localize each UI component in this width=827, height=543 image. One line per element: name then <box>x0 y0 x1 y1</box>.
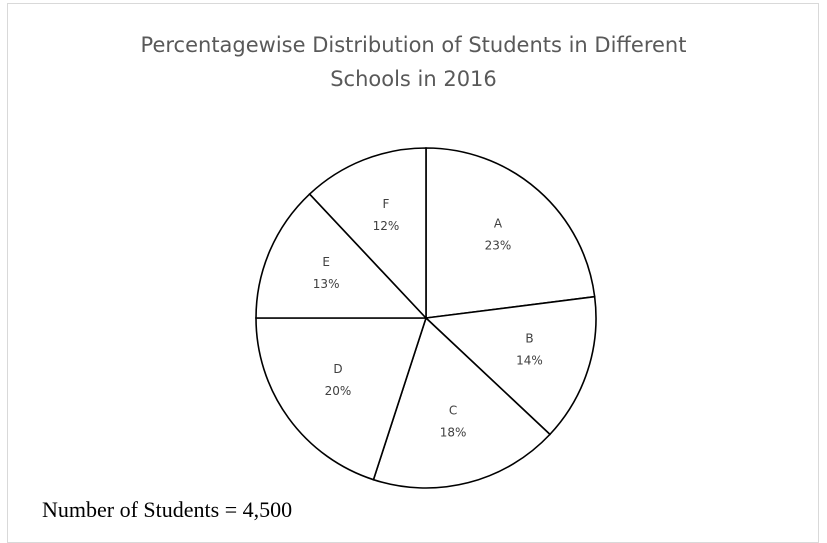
pie-labels: A 23% B 14% C 18% D 20% E 13% F 12% <box>313 197 543 440</box>
slice-value-label: 20% <box>325 384 352 398</box>
slice-category-label: C <box>449 403 457 417</box>
slice-value-label: 14% <box>516 354 543 368</box>
pie-slice-c <box>372 316 552 489</box>
pie-slice-d <box>255 317 428 481</box>
slice-category-label: D <box>333 362 342 376</box>
chart-title-line-1: Percentagewise Distribution of Students … <box>140 33 687 57</box>
slice-category-label: F <box>382 197 389 211</box>
pie-slice-b <box>424 295 597 436</box>
slice-category-label: A <box>494 216 503 230</box>
pie-slices <box>255 147 597 489</box>
slice-value-label: 12% <box>373 219 400 233</box>
pie-slice-a <box>425 147 596 319</box>
slice-value-label: 18% <box>440 425 467 439</box>
footnote-student-count: Number of Students = 4,500 <box>42 497 293 522</box>
slice-category-label: B <box>525 332 533 346</box>
pie-slice-e <box>255 192 428 319</box>
slice-category-label: E <box>322 255 330 269</box>
slice-value-label: 23% <box>485 238 512 252</box>
slice-value-label: 13% <box>313 277 340 291</box>
pie-slice-f <box>308 147 427 321</box>
chart-title-line-2: Schools in 2016 <box>330 67 497 91</box>
